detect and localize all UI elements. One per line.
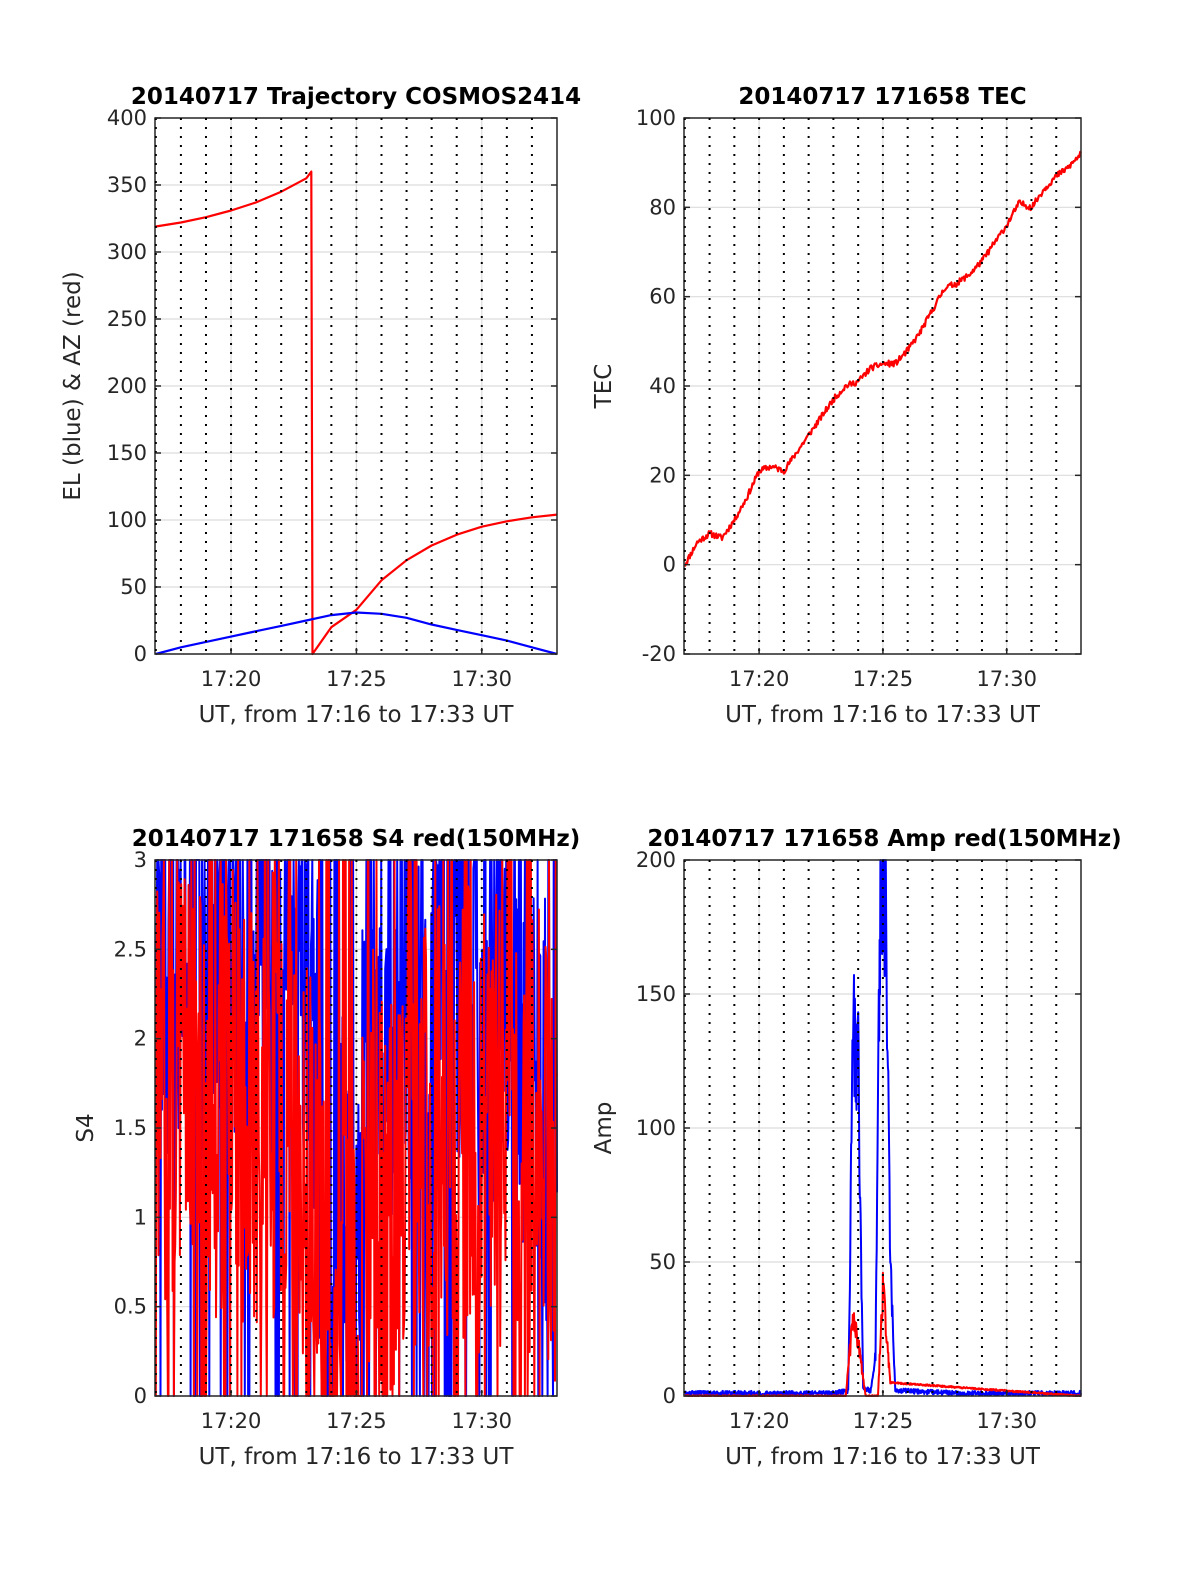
amp-chart-ytick-label: 150 (636, 982, 676, 1006)
amp-chart-xtick-label: 17:20 (729, 1409, 790, 1433)
s4-chart-ylabel: S4 (73, 1113, 99, 1142)
amp-chart-ylabel: Amp (591, 1102, 617, 1155)
tec-chart-series-0 (683, 150, 1082, 567)
tec-chart-ytick-label: 60 (649, 285, 676, 309)
tec-chart-xlabel: UT, from 17:16 to 17:33 UT (725, 702, 1041, 728)
tec-chart-ylabel: TEC (591, 364, 617, 410)
trajectory-chart-ytick-label: 400 (107, 106, 147, 130)
trajectory-chart-ytick-label: 200 (107, 374, 147, 398)
tec-chart-xtick-label: 17:25 (853, 667, 914, 691)
amp-chart-xtick-label: 17:25 (853, 1409, 914, 1433)
tec-chart-ytick-label: 80 (649, 195, 676, 219)
trajectory-chart-title: 20140717 Trajectory COSMOS2414 (131, 84, 581, 110)
amp-chart: 0 50 100 150 200 17:20 17:25 17:30 20140717 171… (591, 826, 1122, 1470)
s4-chart-ytick-label: 2.5 (114, 937, 147, 961)
trajectory-chart-ytick-label: 100 (107, 508, 147, 532)
s4-chart-ytick-label: 3 (134, 848, 147, 872)
s4-chart: 0 0.5 1 1.5 2 2.5 3 17:20 17:25 17:30 20140717 17… (73, 826, 580, 1470)
s4-chart-ytick-label: 1 (134, 1205, 147, 1229)
tec-chart-title: 20140717 171658 TEC (738, 84, 1026, 110)
trajectory-chart-xtick-label: 17:20 (201, 667, 262, 691)
s4-chart-xtick-label: 17:30 (452, 1409, 513, 1433)
trajectory-chart-ytick-label: 50 (120, 575, 147, 599)
tec-chart-ytick-label: 0 (663, 553, 676, 577)
trajectory-chart-ytick-label: 0 (134, 642, 147, 666)
s4-chart-xtick-label: 17:25 (326, 1409, 387, 1433)
trajectory-chart-ytick-label: 350 (107, 173, 147, 197)
trajectory-chart-series-1 (155, 611, 558, 656)
trajectory-chart-ytick-label: 300 (107, 240, 147, 264)
s4-chart-ytick-label: 0.5 (114, 1295, 147, 1319)
amp-chart-xtick-label: 17:30 (976, 1409, 1037, 1433)
trajectory-chart-ytick-label: 150 (107, 441, 147, 465)
trajectory-chart-series-0 (155, 170, 558, 656)
tec-chart-ytick-label: 40 (649, 374, 676, 398)
amp-chart-ytick-label: 100 (636, 1116, 676, 1140)
s4-chart-ytick-label: 0 (134, 1384, 147, 1408)
s4-chart-ytick-label: 2 (134, 1027, 147, 1051)
tec-chart-ytick-label: -20 (642, 642, 676, 666)
amp-chart-ytick-label: 200 (636, 848, 676, 872)
trajectory-chart-xtick-label: 17:25 (326, 667, 387, 691)
amp-chart-title: 20140717 171658 Amp red(150MHz) (647, 826, 1121, 852)
tec-chart-xtick-label: 17:30 (976, 667, 1037, 691)
amp-chart-ytick-label: 50 (649, 1250, 676, 1274)
trajectory-chart-ylabel: EL (blue) & AZ (red) (60, 271, 86, 500)
amp-chart-xlabel: UT, from 17:16 to 17:33 UT (725, 1444, 1041, 1470)
tec-chart: -20 0 20 40 60 80 100 17:20 17:25 17:30 20140717 … (591, 84, 1082, 728)
s4-chart-xlabel: UT, from 17:16 to 17:33 UT (199, 1444, 515, 1470)
tec-chart-ytick-label: 20 (649, 463, 676, 487)
s4-chart-title: 20140717 171658 S4 red(150MHz) (132, 826, 581, 852)
trajectory-chart-xlabel: UT, from 17:16 to 17:33 UT (199, 702, 515, 728)
tec-chart-ytick-label: 100 (636, 106, 676, 130)
trajectory-chart-ytick-label: 250 (107, 307, 147, 331)
trajectory-chart-xtick-label: 17:30 (452, 667, 513, 691)
s4-chart-ytick-label: 1.5 (114, 1116, 147, 1140)
s4-chart-xtick-label: 17:20 (201, 1409, 262, 1433)
tec-chart-xtick-label: 17:20 (729, 667, 790, 691)
amp-chart-ytick-label: 0 (663, 1384, 676, 1408)
